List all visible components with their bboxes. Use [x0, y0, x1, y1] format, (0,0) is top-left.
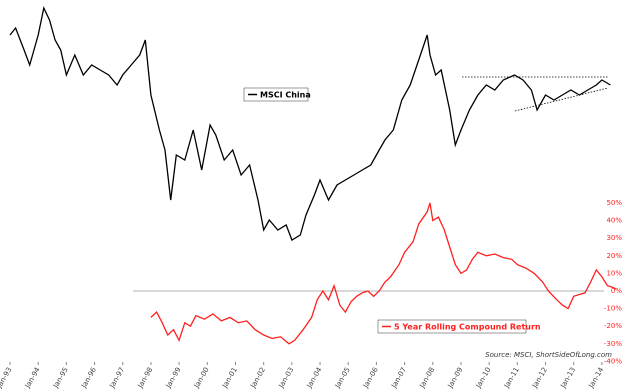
legend-box [243, 87, 309, 102]
legend-label: MSCI China [260, 91, 311, 100]
y2-tick-label: -20% [604, 322, 622, 330]
y2-tick-label: 50% [606, 199, 622, 207]
x-tick-label: Jan-95 [51, 366, 70, 390]
legend-box [377, 319, 527, 334]
y2-tick-label: 40% [606, 217, 622, 225]
x-tick-label: Jan-04 [305, 366, 324, 391]
x-tick-label: Jan-11 [502, 366, 521, 390]
x-tick-label: Jan-00 [192, 366, 211, 390]
x-tick-label: Jan-96 [79, 366, 98, 391]
x-tick-label: Jan-99 [164, 366, 183, 390]
x-tick-label: Jan-07 [390, 366, 409, 390]
x-tick-label: Jan-08 [418, 366, 437, 390]
y2-tick-label: -10% [604, 305, 622, 313]
x-tick-label: Jan-93 [0, 366, 13, 390]
y2-tick-label: 0% [611, 287, 622, 295]
legend-label: 5 Year Rolling Compound Return [394, 323, 541, 332]
series-line [9, 5, 611, 241]
x-tick-label: Jan-01 [220, 366, 239, 390]
x-tick-label: Jan-12 [530, 366, 549, 390]
y2-tick-label: -40% [604, 357, 622, 365]
source-note: Source: MSCI, ShortSideOfLong.com [485, 351, 612, 359]
trend-line [514, 87, 609, 112]
y2-tick-label: 10% [606, 269, 622, 277]
x-tick-label: Jan-09 [446, 366, 465, 390]
series-line [150, 202, 617, 345]
x-tick-label: Jan-97 [108, 366, 127, 390]
x-tick-label: Jan-94 [23, 366, 42, 391]
x-tick-label: Jan-98 [136, 366, 155, 390]
x-tick-label: Jan-05 [333, 366, 352, 390]
x-tick-label: Jan-13 [559, 366, 578, 390]
y2-tick-label: 30% [606, 234, 622, 242]
y2-tick-label: -30% [604, 340, 622, 348]
x-tick-label: Jan-03 [277, 366, 296, 390]
x-tick-label: Jan-02 [249, 366, 268, 390]
x-tick-label: Jan-06 [361, 366, 380, 391]
x-tick-label: Jan-10 [474, 366, 493, 390]
x-tick-label: Jan-14 [587, 366, 606, 391]
y2-tick-label: 20% [606, 252, 622, 260]
